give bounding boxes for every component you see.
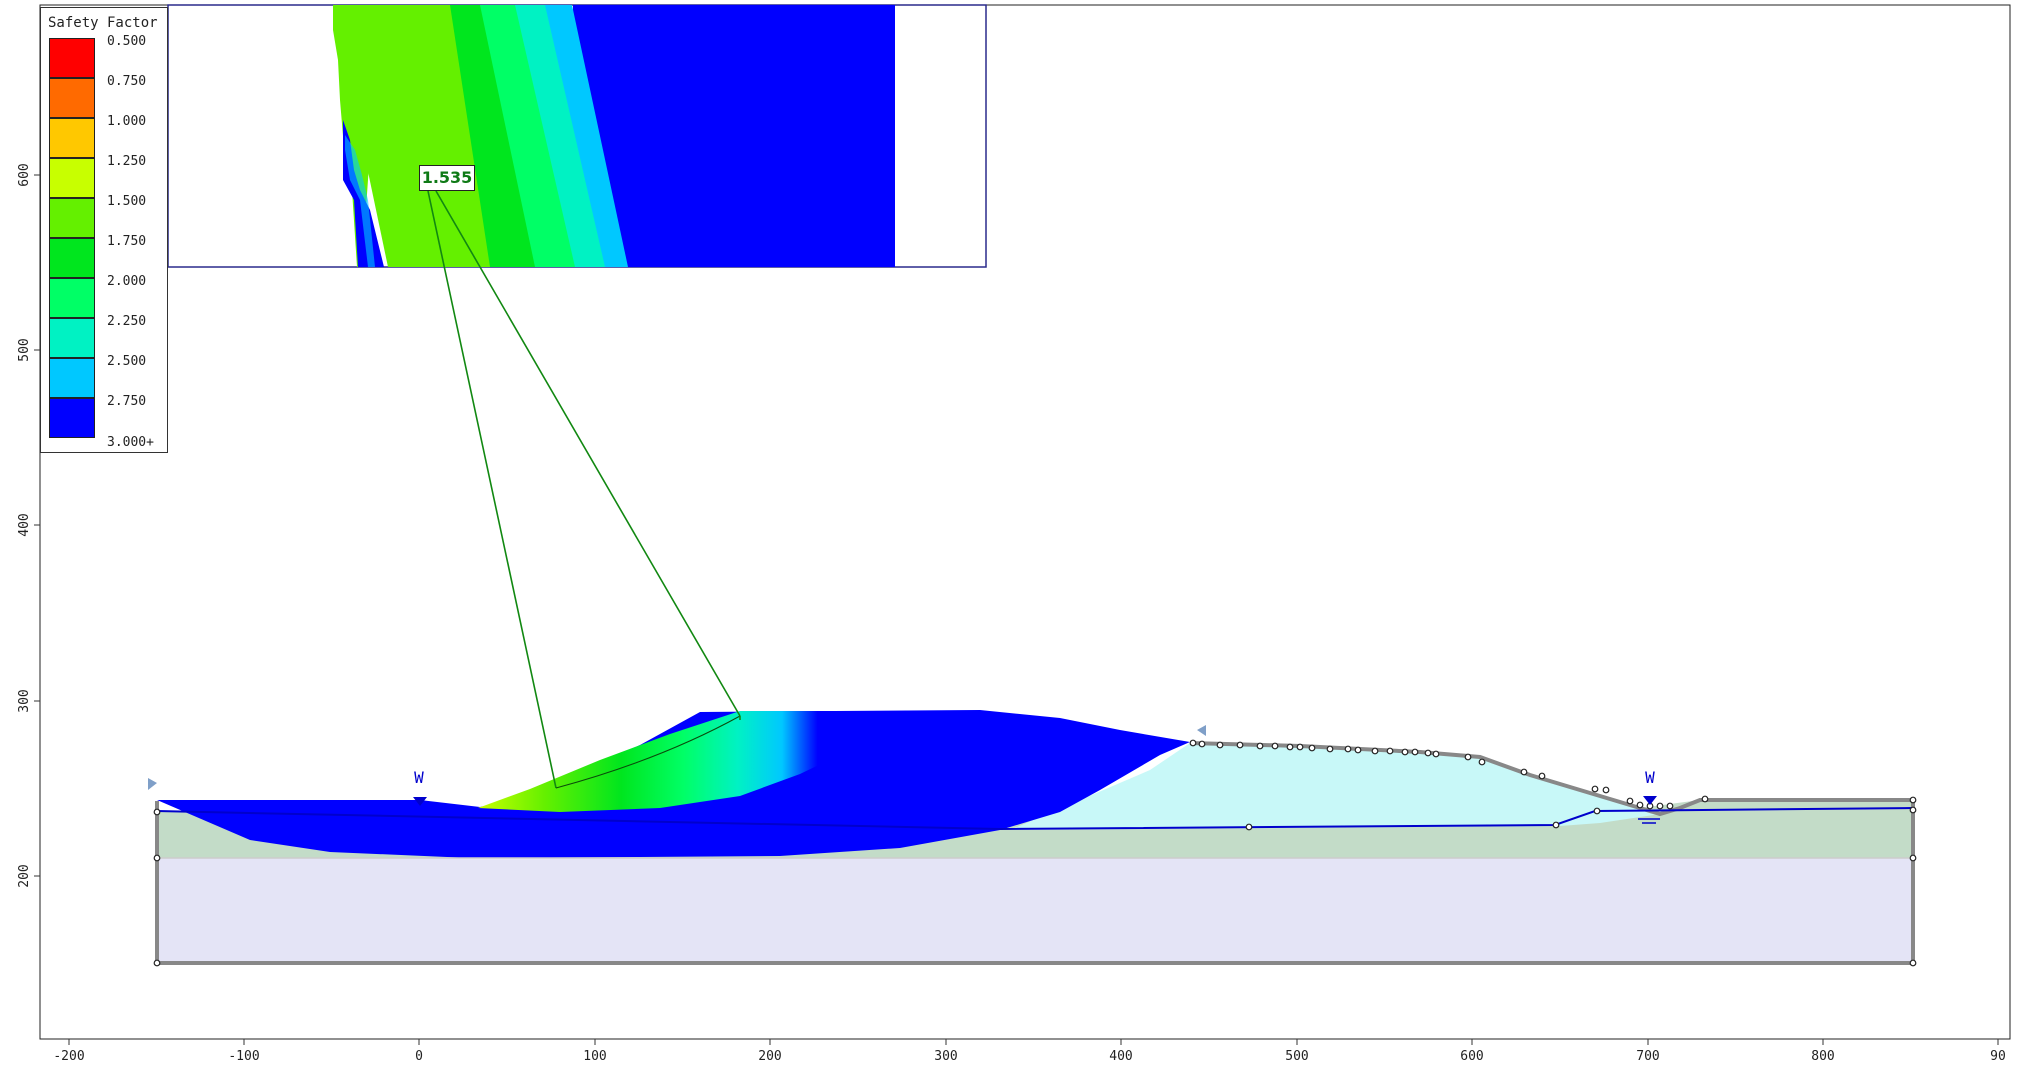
x-tick-label: 600: [1460, 1049, 1483, 1064]
legend-label: 2.250: [107, 314, 147, 329]
lower-material: [157, 858, 1913, 963]
x-tick-label: 800: [1811, 1049, 1834, 1064]
inset-light-edge: [345, 95, 375, 267]
x-axis-labels: -200 -100 0 100 200 300 400 500 600 700 …: [53, 1049, 2005, 1064]
y-tick-label: 200: [17, 864, 32, 887]
external-boundary: [155, 800, 1915, 965]
legend-label: 1.000: [107, 114, 147, 129]
safety-factor-zone: [478, 711, 925, 812]
legend-swatch: [49, 358, 95, 398]
legend-label: 1.750: [107, 234, 147, 249]
legend-label: 0.500: [107, 34, 147, 49]
x-tick-label: 700: [1636, 1049, 1659, 1064]
legend-swatch: [49, 318, 95, 358]
x-tick-label: 0: [415, 1049, 423, 1064]
x-tick-label: 200: [758, 1049, 781, 1064]
x-tick-label: 500: [1285, 1049, 1308, 1064]
legend-label: 1.500: [107, 194, 147, 209]
critical-slip-surface: [555, 715, 741, 789]
x-tick-label: 90: [1990, 1049, 2006, 1064]
legend-label: 2.500: [107, 354, 147, 369]
plot-frame: [39, 4, 2011, 1040]
water-marker-icon: [1643, 796, 1657, 805]
y-tick-label: 300: [17, 689, 32, 712]
x-tick-label: 300: [934, 1049, 957, 1064]
water-marker-icon: [413, 797, 427, 806]
x-tick-label: -100: [228, 1049, 259, 1064]
legend-label: 2.750: [107, 394, 147, 409]
water-marker-label: W: [414, 768, 424, 787]
slip-leader-line: [435, 190, 741, 717]
inset-band-150: [333, 5, 380, 267]
legend-swatch: [49, 78, 95, 118]
legend-title: Safety Factor: [48, 15, 158, 31]
y-tick-label: 500: [17, 338, 32, 361]
legend-swatch: [49, 198, 95, 238]
x-axis-ticks: [68, 1039, 1999, 1045]
legend-label: 0.750: [107, 74, 147, 89]
x-tick-label: -200: [53, 1049, 84, 1064]
legend-swatch: [49, 278, 95, 318]
safety-factor-legend: Safety Factor 0.500 0.750 1.000 1.250 1.…: [40, 7, 168, 453]
slope-limit-right-icon[interactable]: [1197, 725, 1206, 736]
slip-leader-line: [427, 190, 557, 789]
legend-swatch: [49, 38, 95, 78]
y-axis-labels: 600 500 400 300 200: [17, 163, 32, 887]
legend-swatch: [49, 158, 95, 198]
slope-limit-left-icon[interactable]: [148, 778, 157, 790]
x-tick-label: 400: [1109, 1049, 1132, 1064]
y-tick-label: 600: [17, 163, 32, 186]
inset-blue-region: [573, 5, 895, 267]
legend-swatch: [49, 118, 95, 158]
x-tick-label: 100: [583, 1049, 606, 1064]
critical-safety-factor-label[interactable]: 1.535: [419, 165, 475, 191]
water-marker-label: W: [1645, 768, 1655, 787]
legend-label: 2.000: [107, 274, 147, 289]
boundary-vertices[interactable]: [153, 739, 1917, 967]
legend-swatch: [49, 398, 95, 438]
legend-label: 1.250: [107, 154, 147, 169]
legend-swatch: [49, 238, 95, 278]
y-tick-label: 400: [17, 513, 32, 536]
y-axis-ticks: [34, 174, 40, 877]
ground-surface: [1189, 741, 1913, 817]
legend-label: 3.000+: [107, 435, 154, 450]
